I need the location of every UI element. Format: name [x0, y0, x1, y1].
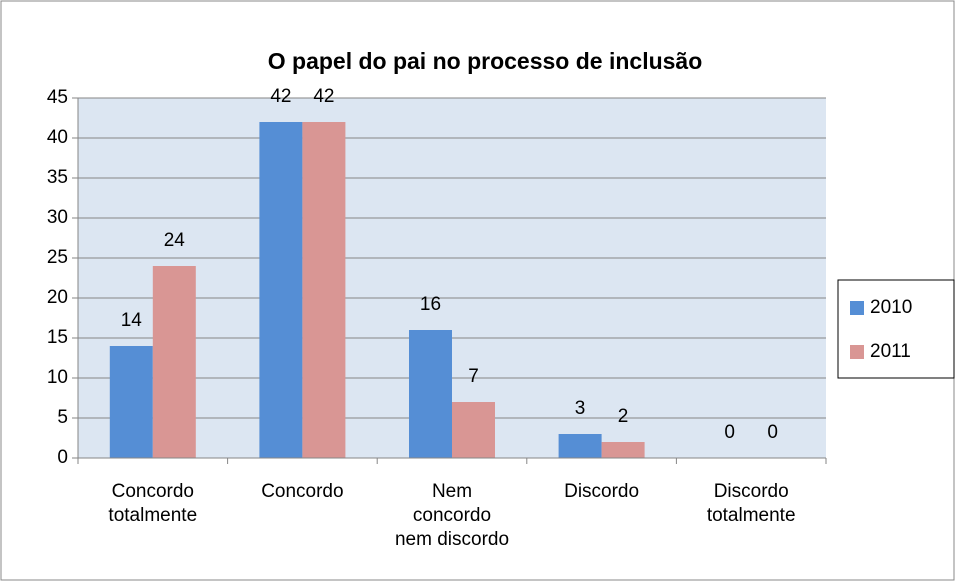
bar	[109, 346, 153, 458]
y-tick-label: 35	[47, 167, 68, 188]
bar	[452, 402, 495, 458]
y-tick-label: 40	[47, 127, 68, 148]
data-label: 2	[618, 406, 629, 427]
bar	[152, 266, 196, 458]
bar	[558, 434, 602, 458]
data-label: 42	[313, 86, 334, 107]
x-tick-label: Discordo	[564, 481, 640, 502]
bar	[601, 442, 645, 458]
legend-box	[837, 279, 955, 379]
y-tick-label: 45	[47, 87, 68, 108]
y-tick-label: 25	[47, 247, 68, 268]
y-tick-label: 20	[47, 287, 68, 308]
data-label: 7	[468, 366, 479, 387]
y-tick-label: 15	[47, 327, 68, 348]
x-tick-label: Nem concordo nem discordo	[394, 481, 510, 550]
x-tick-label: Discordo totalmente	[706, 481, 796, 526]
data-label: 0	[767, 422, 778, 443]
y-tick-label: 5	[57, 407, 68, 428]
data-label: 42	[270, 86, 291, 107]
data-label: 3	[575, 398, 586, 419]
x-tick-label: Concordo totalmente	[108, 481, 198, 526]
y-tick-label: 30	[47, 207, 68, 228]
legend-label: 2011	[870, 341, 911, 362]
bar	[409, 330, 452, 458]
y-tick-label: 10	[47, 367, 68, 388]
bar	[259, 122, 303, 458]
legend-swatch	[850, 301, 864, 315]
data-label: 0	[724, 422, 735, 443]
data-label: 16	[420, 294, 441, 315]
legend-swatch	[850, 345, 864, 359]
data-label: 24	[164, 230, 186, 251]
chart-title: O papel do pai no processo de inclusão	[268, 48, 703, 74]
legend-label: 2010	[870, 297, 912, 318]
data-label: 14	[121, 310, 143, 331]
x-tick-label: Concordo	[261, 481, 344, 502]
y-tick-label: 0	[57, 447, 68, 468]
bar	[302, 122, 346, 458]
